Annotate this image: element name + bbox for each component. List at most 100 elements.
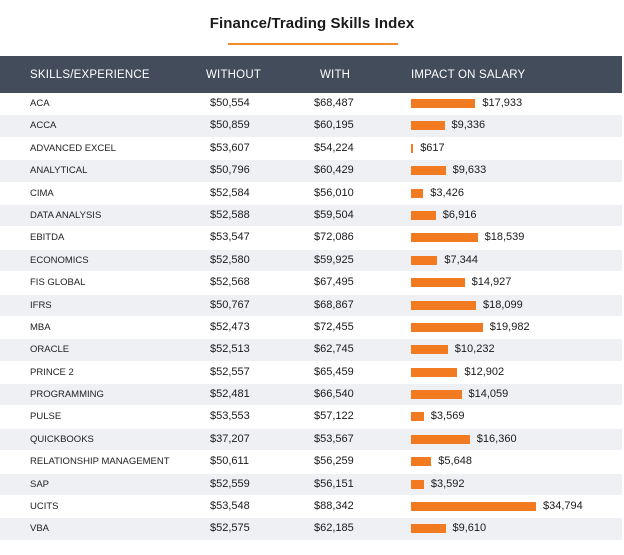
skill-name: CIMA	[30, 187, 54, 199]
skill-name: IFRS	[30, 299, 52, 311]
skill-name: MBA	[30, 321, 51, 333]
impact-value: $14,927	[471, 276, 512, 289]
salary-with: $60,195	[314, 119, 354, 132]
title-underline	[228, 43, 398, 45]
impact-bar	[411, 412, 424, 422]
impact-bar	[411, 524, 446, 534]
skill-name: PRINCE 2	[30, 366, 74, 378]
impact-value: $3,569	[430, 410, 465, 423]
salary-without: $53,548	[210, 500, 250, 513]
skill-name: ANALYTICAL	[30, 165, 88, 177]
salary-with: $59,504	[314, 208, 354, 221]
skill-name: FIS GLOBAL	[30, 277, 86, 289]
chart-title-area: Finance/Trading Skills Index	[0, 0, 624, 56]
impact-bar	[411, 143, 414, 153]
table-row: ADVANCED EXCEL $53,607 $54,224 $617	[0, 137, 622, 161]
skill-name: ECONOMICS	[30, 254, 89, 266]
table-row: FIS GLOBAL $52,568 $67,495 $14,927	[0, 272, 622, 295]
salary-with: $59,925	[314, 253, 354, 266]
table-row: MBA $52,473 $72,455 $19,982	[0, 316, 622, 340]
impact-value: $617	[420, 141, 445, 154]
salary-with: $66,540	[314, 388, 354, 401]
salary-without: $52,557	[210, 365, 250, 378]
impact-value: $9,633	[452, 164, 487, 177]
skill-name: QUICKBOOKS	[30, 433, 94, 445]
impact-bar	[411, 210, 436, 220]
header-with: WITH	[320, 69, 351, 81]
table-row: VBA $52,575 $62,185 $9,610	[0, 518, 622, 541]
impact-value: $7,344	[444, 253, 479, 266]
salary-with: $56,151	[314, 477, 354, 490]
skill-name: ADVANCED EXCEL	[30, 142, 116, 154]
salary-without: $52,559	[210, 477, 250, 490]
skill-name: PULSE	[30, 411, 62, 423]
salary-with: $53,567	[314, 432, 354, 445]
salary-without: $53,553	[210, 410, 250, 423]
impact-bar	[411, 166, 446, 176]
salary-without: $52,568	[210, 276, 250, 289]
impact-value: $10,232	[454, 343, 495, 356]
salary-without: $37,207	[210, 432, 250, 445]
chart-title: Finance/Trading Skills Index	[209, 15, 415, 32]
impact-bar	[411, 479, 424, 489]
table-row: QUICKBOOKS $37,207 $53,567 $16,360	[0, 428, 622, 452]
impact-value: $5,648	[438, 455, 472, 468]
salary-with: $67,495	[314, 276, 354, 289]
salary-with: $60,429	[314, 164, 354, 177]
impact-value: $3,426	[430, 186, 464, 199]
impact-value: $6,916	[442, 208, 477, 221]
salary-without: $53,607	[210, 141, 250, 154]
impact-bar	[411, 99, 476, 108]
table-row: PROGRAMMING $52,481 $66,540 $14,059	[0, 384, 622, 407]
impact-value: $17,933	[482, 97, 523, 109]
impact-bar	[411, 300, 476, 310]
table-row: IFRS $50,767 $68,867 $18,099	[0, 294, 622, 317]
salary-with: $57,122	[314, 410, 354, 423]
impact-bar	[411, 345, 448, 355]
salary-without: $52,588	[210, 208, 250, 221]
table-row: SAP $52,559 $56,151 $3,592	[0, 473, 622, 497]
salary-without: $52,584	[210, 186, 250, 199]
impact-bar	[411, 322, 483, 332]
header-skills: SKILLS/EXPERIENCE	[30, 69, 150, 81]
skill-name: ORACLE	[30, 344, 70, 356]
skill-name: PROGRAMMING	[30, 389, 104, 401]
skill-name: RELATIONSHIP MANAGEMENT	[30, 456, 170, 468]
impact-value: $18,099	[483, 298, 523, 311]
salary-with: $72,086	[314, 231, 354, 244]
table-row: ECONOMICS $52,580 $59,925 $7,344	[0, 249, 622, 273]
table-row: ACA $50,554 $68,487 $17,933	[0, 93, 622, 116]
impact-value: $16,360	[476, 432, 517, 445]
impact-value: $19,982	[489, 320, 530, 333]
impact-value: $14,059	[468, 388, 509, 401]
skill-name: ACCA	[30, 120, 57, 132]
salary-without: $50,859	[210, 119, 250, 132]
skill-name: UCITS	[30, 501, 59, 513]
salary-with: $62,185	[314, 522, 354, 535]
table-row: CIMA $52,584 $56,010 $3,426	[0, 182, 622, 205]
salary-without: $52,481	[210, 388, 250, 401]
impact-bar	[411, 390, 462, 400]
skill-name: ACA	[30, 98, 50, 109]
skill-name: EBITDA	[30, 232, 65, 244]
table-row: EBITDA $53,547 $72,086 $18,539	[0, 227, 622, 250]
table-header: SKILLS/EXPERIENCE WITHOUT WITH IMPACT ON…	[0, 56, 622, 93]
salary-without: $52,575	[210, 522, 250, 535]
impact-value: $34,794	[543, 500, 583, 513]
salary-without: $52,580	[210, 253, 250, 266]
skills-table: SKILLS/EXPERIENCE WITHOUT WITH IMPACT ON…	[0, 56, 622, 541]
impact-bar	[411, 434, 470, 444]
table-row: DATA ANALYSIS $52,588 $59,504 $6,916	[0, 204, 622, 228]
impact-bar	[411, 233, 478, 243]
table-row: RELATIONSHIP MANAGEMENT $50,611 $56,259 $5,…	[0, 451, 622, 474]
impact-bar	[411, 121, 445, 131]
impact-value: $12,902	[464, 365, 505, 378]
table-row: ACCA $50,859 $60,195 $9,336	[0, 115, 622, 138]
salary-with: $56,010	[314, 186, 354, 199]
salary-with: $68,867	[314, 298, 354, 311]
salary-with: $88,342	[314, 500, 354, 513]
skill-name: VBA	[30, 523, 50, 535]
table-row: ORACLE $52,513 $62,745 $10,232	[0, 339, 622, 362]
salary-without: $52,473	[210, 320, 250, 333]
salary-with: $54,224	[314, 141, 354, 154]
